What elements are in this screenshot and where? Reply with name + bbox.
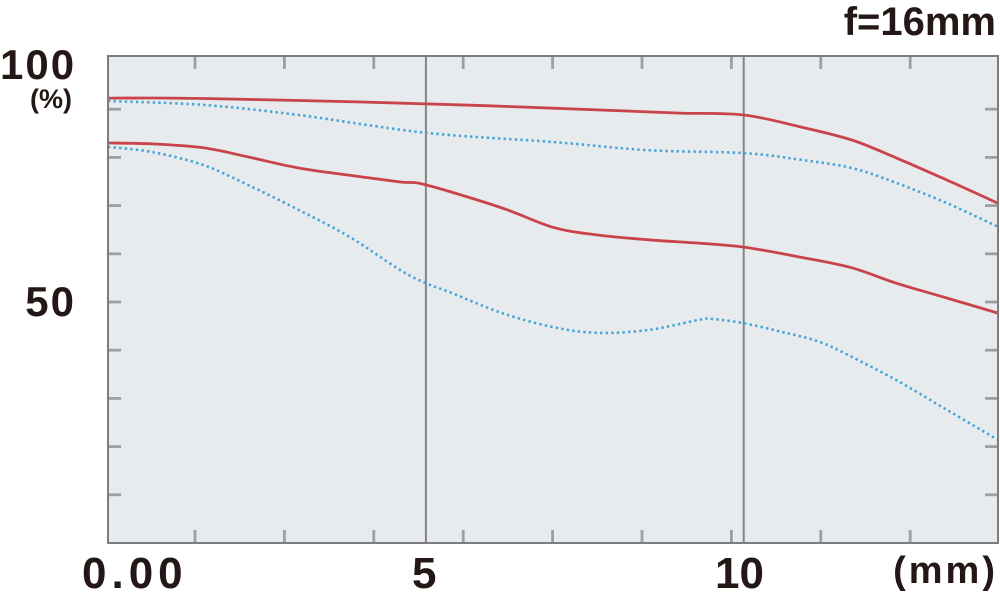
y-axis-unit-percent: (%) (30, 84, 72, 114)
x-axis-label-5: 5 (412, 549, 437, 598)
plot-area (108, 56, 998, 543)
axis-ticks (108, 56, 998, 543)
curve-red-solid-upper (107, 96, 999, 205)
x-axis-label-0: 0.00 (82, 549, 188, 598)
curve-red-solid-lower (107, 141, 999, 315)
y-axis-label-50: 50 (25, 278, 76, 325)
grid-lines (424, 56, 745, 543)
x-axis-label-10: 10 (715, 549, 764, 598)
chart-title-focal-length: f=16mm (843, 0, 996, 44)
x-axis-unit-mm: (mm) (893, 550, 998, 592)
y-axis-label-100: 100 (0, 41, 77, 88)
curve-blue-dotted-lower (107, 145, 999, 442)
curve-blue-dotted-upper (107, 99, 999, 228)
plot-border (107, 55, 999, 544)
